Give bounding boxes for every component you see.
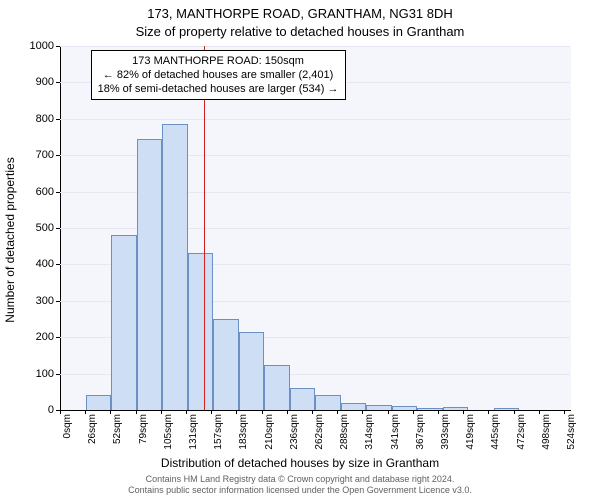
x-tick-label: 419sqm [465, 414, 476, 454]
x-tick-label: 26sqm [87, 414, 98, 454]
x-tick-label: 79sqm [138, 414, 149, 454]
y-tick-mark [56, 301, 60, 302]
histogram-bar [341, 403, 367, 410]
gridline [60, 119, 570, 120]
y-tick-mark [56, 374, 60, 375]
histogram-bar [188, 253, 214, 410]
y-tick-mark [56, 82, 60, 83]
histogram-bar [290, 388, 316, 410]
y-tick-mark [56, 192, 60, 193]
x-tick-label: 498sqm [541, 414, 552, 454]
x-axis-label: Distribution of detached houses by size … [0, 456, 600, 470]
y-tick-label: 300 [36, 295, 54, 307]
y-axis-label: Number of detached properties [3, 157, 17, 322]
histogram-bar [111, 235, 137, 410]
annotation-box: 173 MANTHORPE ROAD: 150sqm← 82% of detac… [91, 50, 346, 100]
y-tick-mark [56, 264, 60, 265]
y-tick-label: 200 [36, 331, 54, 343]
x-tick-mark [211, 410, 212, 414]
x-tick-mark [60, 410, 61, 414]
y-tick-mark [56, 155, 60, 156]
y-tick-mark [56, 228, 60, 229]
x-tick-label: 262sqm [314, 414, 325, 454]
x-tick-mark [337, 410, 338, 414]
x-tick-label: 105sqm [163, 414, 174, 454]
histogram-bar [239, 332, 265, 410]
footer-attribution: Contains HM Land Registry data © Crown c… [0, 474, 600, 496]
annotation-line: 18% of semi-detached houses are larger (… [98, 82, 339, 96]
x-tick-label: 367sqm [415, 414, 426, 454]
property-marker-line [204, 46, 205, 410]
x-tick-mark [262, 410, 263, 414]
annotation-line: ← 82% of detached houses are smaller (2,… [98, 68, 339, 82]
x-tick-label: 524sqm [566, 414, 577, 454]
footer-line2: Contains public sector information licen… [128, 485, 472, 495]
y-tick-mark [56, 46, 60, 47]
x-tick-label: 341sqm [390, 414, 401, 454]
x-tick-label: 236sqm [289, 414, 300, 454]
x-tick-mark [362, 410, 363, 414]
y-tick-label: 1000 [30, 40, 54, 52]
y-tick-label: 900 [36, 76, 54, 88]
histogram-bar [162, 124, 188, 410]
histogram-bar [213, 319, 239, 410]
histogram-bar [86, 395, 112, 410]
y-tick-label: 0 [48, 404, 54, 416]
footer-line1: Contains HM Land Registry data © Crown c… [146, 474, 455, 484]
chart-title-line2: Size of property relative to detached ho… [0, 24, 600, 39]
x-tick-label: 210sqm [264, 414, 275, 454]
gridline [60, 46, 570, 47]
chart-container: 173, MANTHORPE ROAD, GRANTHAM, NG31 8DH … [0, 0, 600, 500]
x-tick-mark [186, 410, 187, 414]
x-tick-label: 445sqm [490, 414, 501, 454]
x-tick-mark [438, 410, 439, 414]
x-tick-mark [413, 410, 414, 414]
y-tick-label: 100 [36, 368, 54, 380]
y-tick-label: 400 [36, 258, 54, 270]
annotation-line: 173 MANTHORPE ROAD: 150sqm [98, 54, 339, 68]
y-tick-mark [56, 119, 60, 120]
histogram-bar [137, 139, 163, 410]
histogram-bar [315, 395, 341, 410]
y-tick-label: 500 [36, 222, 54, 234]
x-tick-label: 52sqm [112, 414, 123, 454]
x-tick-mark [136, 410, 137, 414]
x-tick-label: 393sqm [440, 414, 451, 454]
x-tick-mark [85, 410, 86, 414]
y-tick-label: 600 [36, 186, 54, 198]
x-tick-mark [312, 410, 313, 414]
histogram-bar [264, 365, 290, 411]
y-tick-label: 800 [36, 113, 54, 125]
x-tick-label: 288sqm [339, 414, 350, 454]
y-tick-mark [56, 337, 60, 338]
x-tick-label: 157sqm [213, 414, 224, 454]
x-tick-label: 0sqm [62, 414, 73, 454]
x-tick-mark [110, 410, 111, 414]
x-tick-mark [287, 410, 288, 414]
x-tick-label: 314sqm [364, 414, 375, 454]
y-tick-label: 700 [36, 149, 54, 161]
x-tick-mark [236, 410, 237, 414]
x-tick-label: 183sqm [238, 414, 249, 454]
x-tick-mark [388, 410, 389, 414]
plot-area: 173 MANTHORPE ROAD: 150sqm← 82% of detac… [60, 46, 570, 410]
x-tick-label: 131sqm [188, 414, 199, 454]
x-tick-label: 472sqm [516, 414, 527, 454]
x-tick-mark [161, 410, 162, 414]
chart-title-line1: 173, MANTHORPE ROAD, GRANTHAM, NG31 8DH [0, 6, 600, 21]
